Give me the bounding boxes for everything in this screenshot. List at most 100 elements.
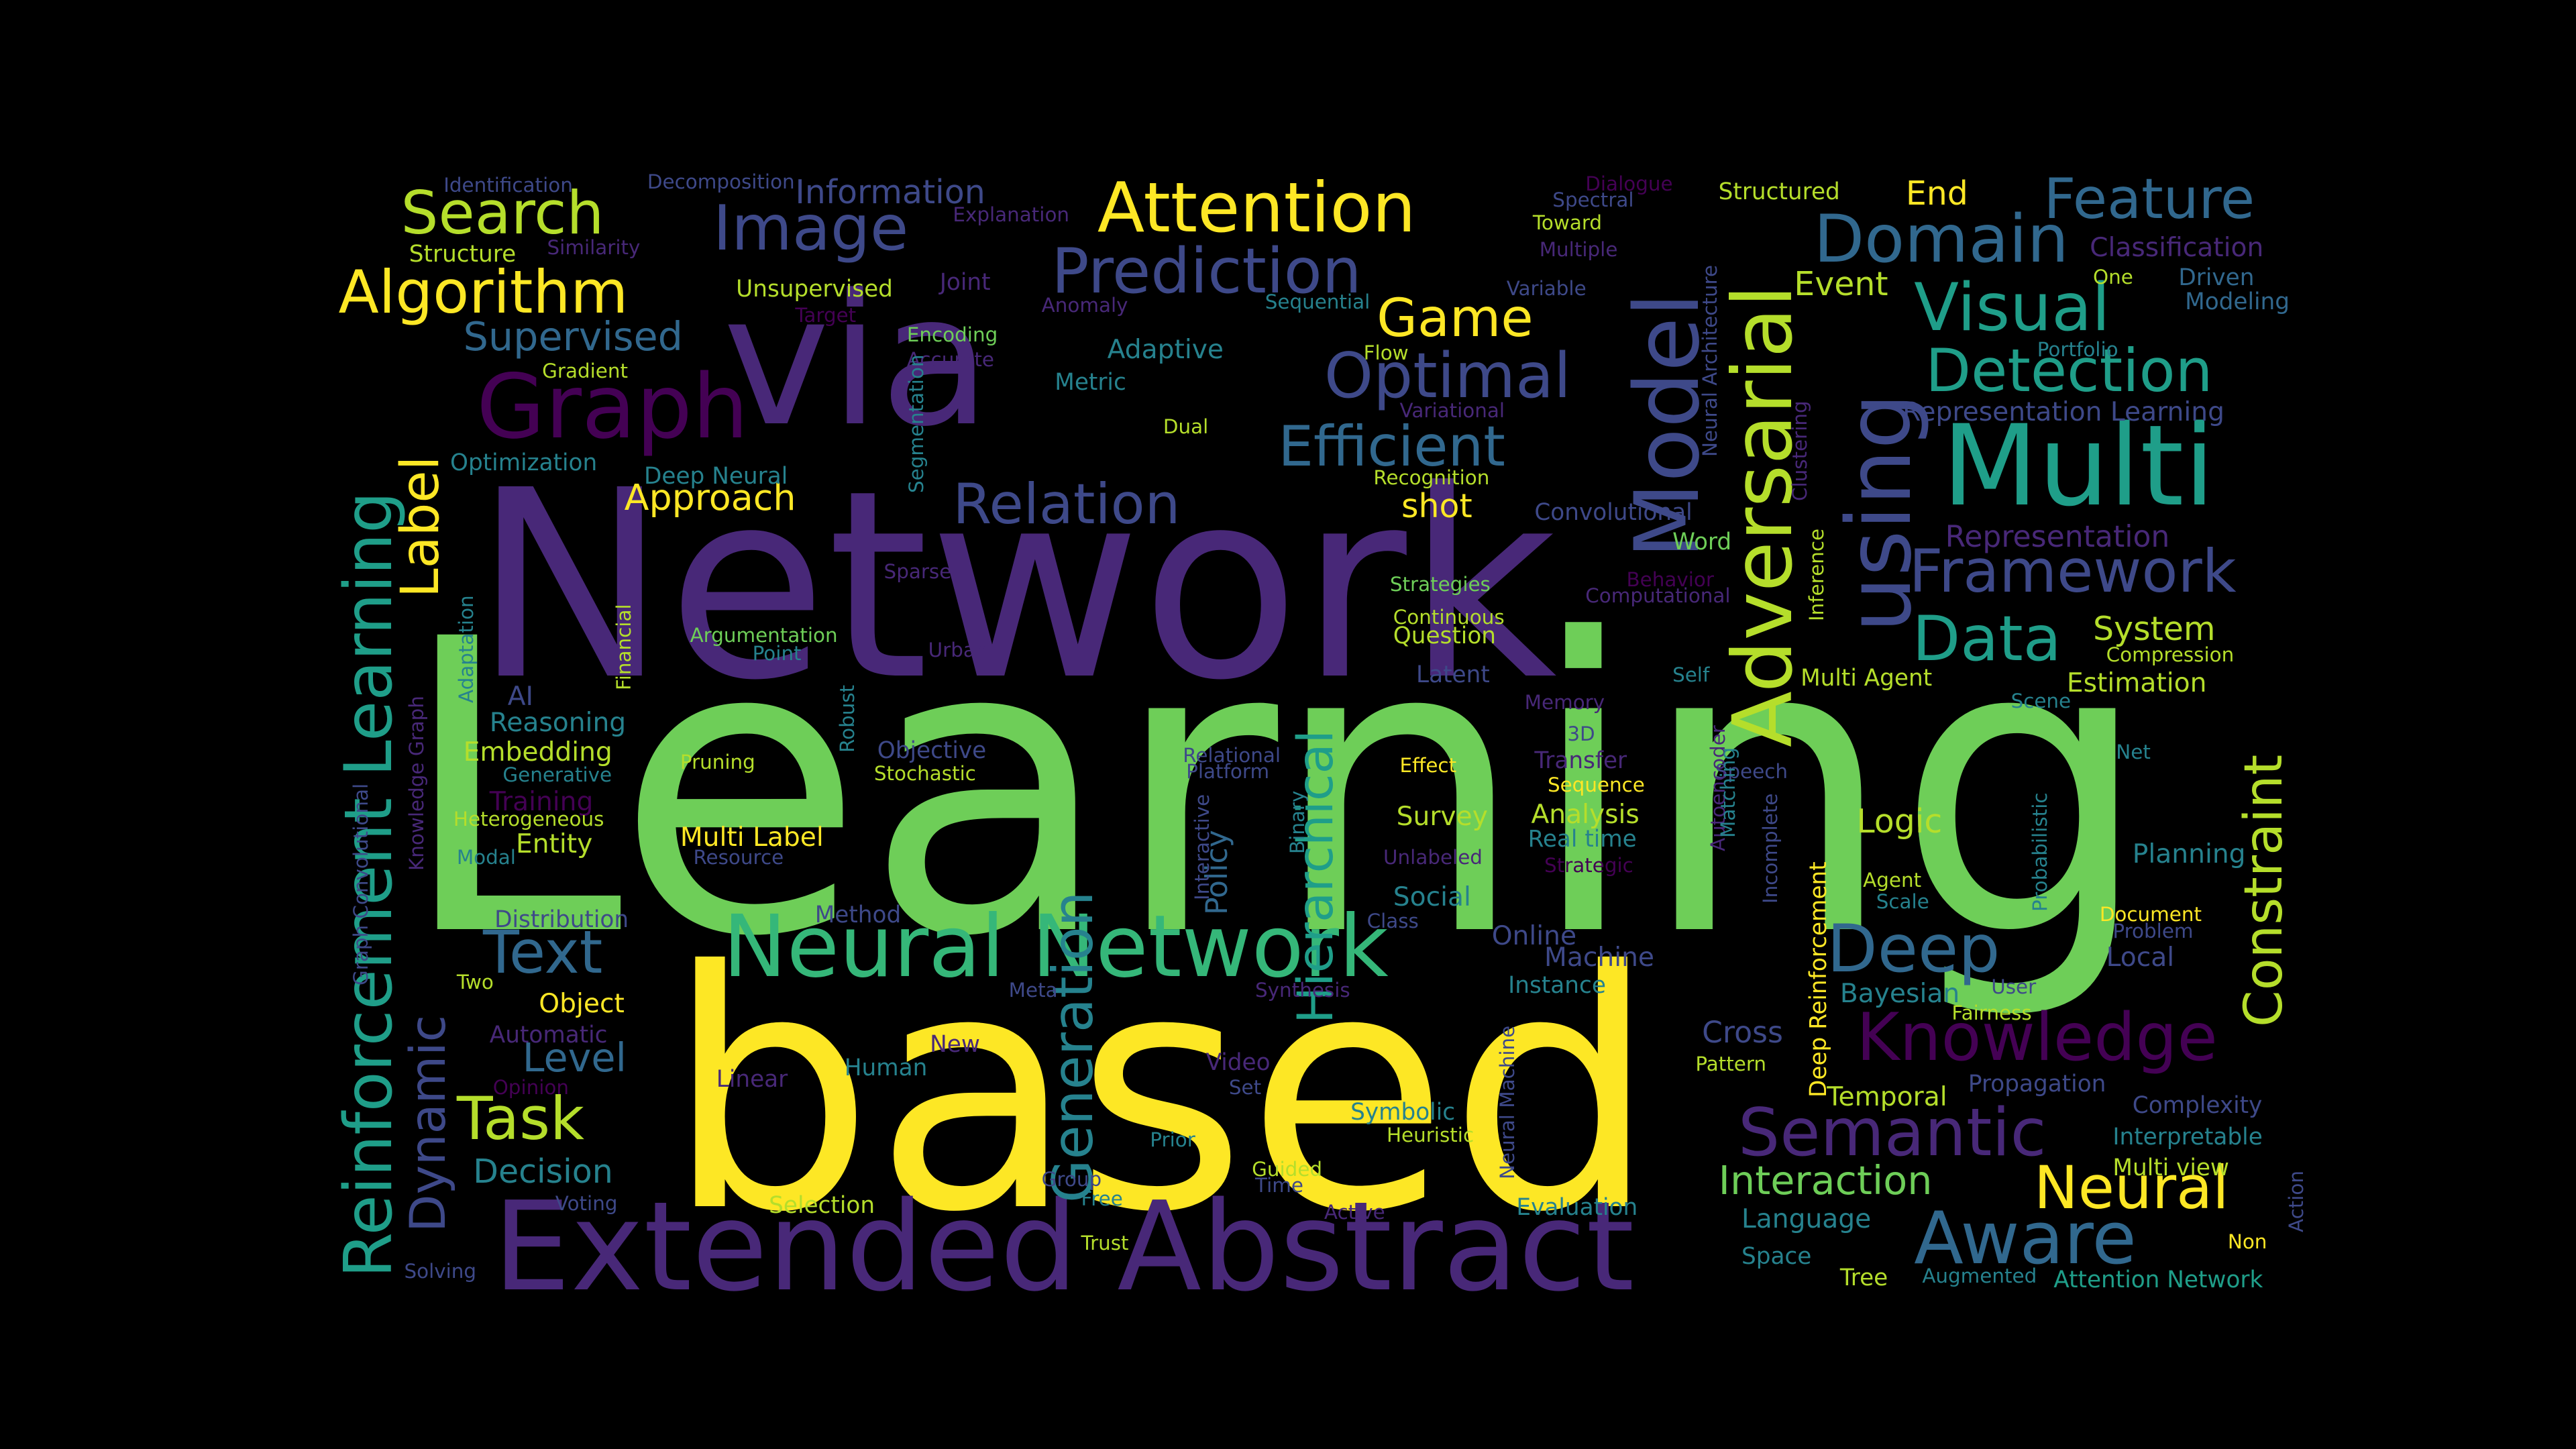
word-attention-network: Attention Network bbox=[2053, 1266, 2263, 1293]
word-symbolic: Symbolic bbox=[1350, 1098, 1456, 1126]
word-financial: Financial bbox=[612, 603, 635, 690]
word-deep-reinforcement: Deep Reinforcement bbox=[1805, 861, 1832, 1097]
word-new: New bbox=[930, 1031, 980, 1059]
word-meta: Meta bbox=[1008, 979, 1058, 1002]
word-learning: Learning bbox=[397, 554, 2153, 1025]
word-semantic: Semantic bbox=[1738, 1094, 2047, 1171]
word-voting: Voting bbox=[555, 1192, 618, 1216]
word-gradient: Gradient bbox=[542, 359, 629, 382]
word-argumentation: Argumentation bbox=[690, 624, 838, 647]
word-3d: 3D bbox=[1567, 722, 1595, 745]
word-supervised: Supervised bbox=[463, 313, 683, 360]
word-dynamic: Dynamic bbox=[400, 1014, 458, 1232]
word-representation-learning: Representation Learning bbox=[1902, 397, 2224, 428]
word-image: Image bbox=[712, 191, 909, 264]
word-logic: Logic bbox=[1856, 802, 1943, 841]
word-relational: Relational bbox=[1183, 743, 1281, 767]
word-deep-neural: Deep Neural bbox=[644, 463, 788, 490]
word-shot: shot bbox=[1401, 486, 1472, 525]
word-multiple: Multiple bbox=[1539, 237, 1618, 261]
word-efficient: Efficient bbox=[1278, 414, 1505, 480]
word-augmented: Augmented bbox=[1922, 1265, 2037, 1288]
word-adaptation: Adaptation bbox=[454, 595, 478, 704]
word-adversarial: Adversarial bbox=[1714, 284, 1811, 748]
word-embedding: Embedding bbox=[463, 737, 612, 768]
word-text: Text bbox=[483, 918, 603, 987]
word-structured: Structured bbox=[1718, 178, 1840, 206]
word-group: Group bbox=[1041, 1167, 1102, 1191]
word-method: Method bbox=[814, 901, 902, 928]
word-urban: Urban bbox=[928, 639, 988, 662]
word-trust: Trust bbox=[1081, 1232, 1129, 1255]
word-evaluation: Evaluation bbox=[1516, 1193, 1638, 1221]
word-system: System bbox=[2093, 610, 2216, 649]
word-agent: Agent bbox=[1863, 868, 1922, 892]
word-bayesian: Bayesian bbox=[1839, 979, 1960, 1010]
word-segmentation: Segmentation bbox=[904, 354, 928, 493]
word-deep: Deep bbox=[1827, 910, 2000, 987]
word-propagation: Propagation bbox=[1968, 1071, 2106, 1098]
word-decision: Decision bbox=[473, 1152, 613, 1191]
word-objective: Objective bbox=[877, 737, 987, 765]
word-net: Net bbox=[2116, 740, 2151, 763]
word-time: Time bbox=[1255, 1174, 1303, 1197]
word-graph-convolutional: Graph Convolutional bbox=[350, 784, 373, 986]
word-metric: Metric bbox=[1055, 369, 1126, 396]
word-pattern: Pattern bbox=[1695, 1053, 1767, 1076]
word-guided: Guided bbox=[1252, 1157, 1323, 1181]
word-sequential: Sequential bbox=[1265, 290, 1371, 313]
word-robust: Robust bbox=[835, 684, 859, 753]
word-encoding: Encoding bbox=[906, 323, 998, 346]
word-flow: Flow bbox=[1363, 341, 1409, 364]
word-latent: Latent bbox=[1416, 661, 1490, 689]
word-self: Self bbox=[1672, 663, 1710, 686]
word-active: Active bbox=[1324, 1200, 1385, 1224]
word-speech: Speech bbox=[1715, 760, 1788, 784]
word-toward: Toward bbox=[1532, 211, 1603, 235]
word-approach: Approach bbox=[624, 476, 796, 519]
word-optimal: Optimal bbox=[1324, 339, 1572, 413]
word-user: User bbox=[1991, 975, 2037, 999]
word-neural-machine: Neural Machine bbox=[1496, 1026, 1519, 1180]
word-knowledge-graph: Knowledge Graph bbox=[405, 696, 429, 871]
word-interpretable: Interpretable bbox=[2112, 1123, 2263, 1150]
word-platform: Platform bbox=[1186, 760, 1270, 784]
word-driven: Driven bbox=[2178, 264, 2255, 291]
word-class: Class bbox=[1366, 910, 1419, 933]
word-space: Space bbox=[1741, 1243, 1812, 1271]
word-convolutional: Convolutional bbox=[1534, 498, 1693, 526]
word-synthesis: Synthesis bbox=[1255, 979, 1350, 1002]
word-survey: Survey bbox=[1396, 801, 1488, 832]
word-solving: Solving bbox=[404, 1259, 477, 1283]
word-anomaly: Anomaly bbox=[1041, 293, 1128, 317]
word-instance: Instance bbox=[1508, 972, 1606, 1000]
word-reasoning: Reasoning bbox=[489, 707, 627, 738]
word-graph: Graph bbox=[476, 356, 749, 460]
word-dialogue: Dialogue bbox=[1585, 172, 1673, 195]
word-unsupervised: Unsupervised bbox=[736, 275, 893, 303]
word-generation: Generation bbox=[1040, 891, 1106, 1203]
word-sequence: Sequence bbox=[1547, 773, 1645, 796]
word-word: Word bbox=[1672, 529, 1732, 556]
word-identification: Identification bbox=[443, 174, 573, 197]
word-unlabeled: Unlabeled bbox=[1383, 845, 1483, 869]
word-generative: Generative bbox=[502, 763, 612, 787]
word-algorithm: Algorithm bbox=[338, 257, 629, 327]
word-event: Event bbox=[1794, 265, 1888, 304]
word-object: Object bbox=[539, 988, 625, 1019]
word-feature: Feature bbox=[2043, 166, 2255, 231]
word-heuristic: Heuristic bbox=[1386, 1123, 1474, 1146]
word-knowledge: Knowledge bbox=[1856, 999, 2218, 1076]
word-variable: Variable bbox=[1506, 277, 1587, 301]
word-compression: Compression bbox=[2106, 643, 2235, 667]
word-multi-view: Multi view bbox=[2112, 1155, 2229, 1182]
word-pruning: Pruning bbox=[680, 750, 755, 773]
word-end: End bbox=[1905, 174, 1968, 213]
word-problem: Problem bbox=[2112, 919, 2194, 943]
word-non: Non bbox=[2227, 1230, 2267, 1253]
word-local: Local bbox=[2106, 943, 2175, 973]
word-decomposition: Decomposition bbox=[647, 170, 795, 194]
word-language: Language bbox=[1741, 1203, 1872, 1234]
word-automatic: Automatic bbox=[489, 1021, 608, 1049]
